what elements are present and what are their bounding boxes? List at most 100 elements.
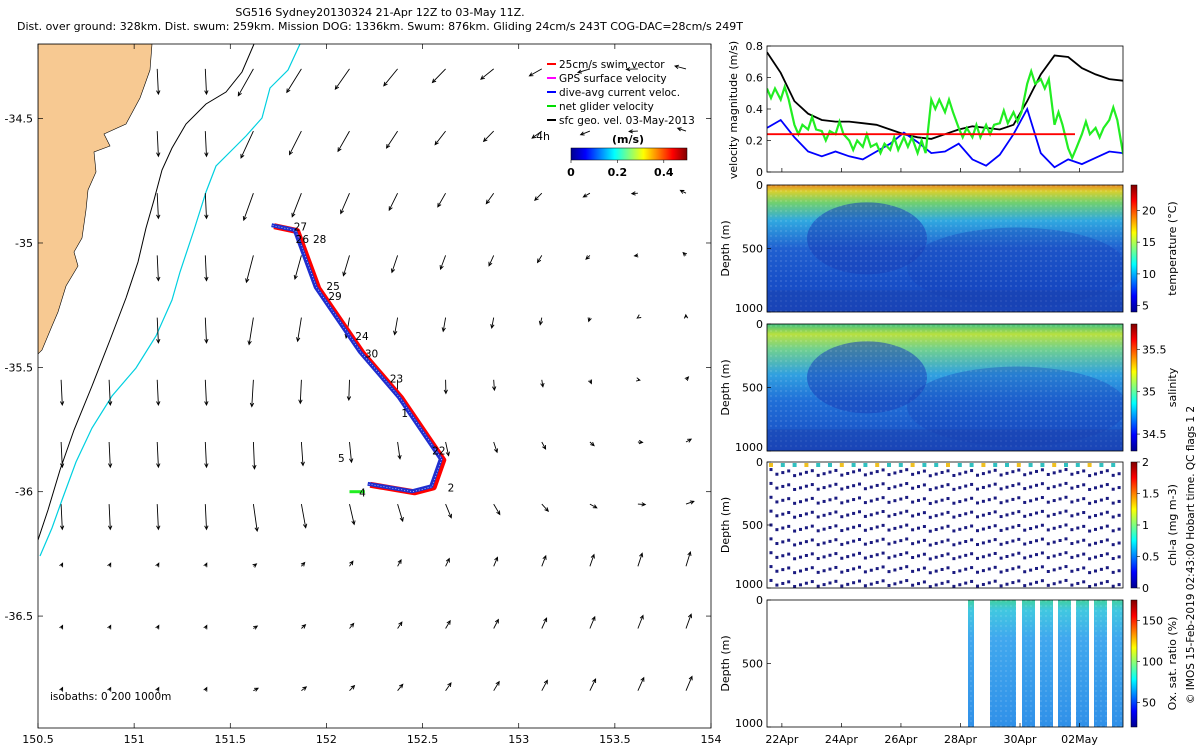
chl-surface-sample [922,463,927,467]
chl-sample [917,485,920,489]
chl-sample [793,571,797,575]
chl-sample [1017,496,1021,500]
chl-sample [1046,472,1050,476]
chl-sample [993,482,997,486]
current-vector [203,562,208,568]
chl-sample [834,468,838,472]
chl-sample [1058,469,1062,473]
chl-sample [946,524,950,528]
current-vector [252,563,258,568]
chl-sample [810,524,814,528]
chl-sample [775,528,779,532]
chl-sample [1029,540,1033,544]
chl-sample [799,500,802,504]
chl-sample [1070,472,1074,476]
chl-sample [993,565,997,569]
chl-sample [1082,524,1086,528]
chl-sample [769,481,773,485]
chl-sample [1011,470,1015,474]
current-vector [300,441,305,467]
chl-sample [934,569,938,573]
chl-sample [840,487,844,491]
colorbar-tick-label: 2 [1142,456,1149,469]
chl-sample [934,500,938,504]
depth-ytick-label: 500 [742,658,763,671]
current-vector [286,68,302,94]
chl-sample [1117,527,1121,531]
chl-sample [1064,481,1068,485]
chl-sample [905,565,909,569]
chl-sample [1046,514,1050,518]
chl-sample [1058,566,1062,570]
chl-surface-sample [769,463,773,467]
colorbar-tick-label: 0.4 [654,166,674,179]
chl-sample [840,556,844,560]
chl-sample [1094,541,1097,545]
chl-surface-sample [993,463,998,467]
velocity-ytick-label: 0.6 [746,72,764,85]
map-xtick-label: 152 [316,733,337,746]
chl-sample [946,552,950,556]
chl-sample [952,584,956,588]
colorbar-tick-label: 5 [1142,300,1149,313]
chl-sample [964,470,968,474]
chl-sample [793,584,797,588]
chl-surface-sample [792,463,797,467]
chl-sample [1088,474,1092,478]
chl-sample [970,579,974,583]
depth-ytick-label: 500 [742,519,763,532]
chl-sample [893,485,897,489]
chl-sample [863,556,867,560]
current-vector [156,504,161,531]
chl-sample [999,528,1003,532]
chl-sample [1111,515,1115,519]
chl-sample [1017,482,1021,486]
chl-sample [840,473,844,477]
chl-sample [816,501,820,505]
chl-sample [1040,496,1044,500]
legend-label: sfc geo. vel. 03-May-2013 [559,115,695,127]
chl-sample [810,496,814,500]
current-vector [107,686,112,692]
chl-sample [1023,570,1027,574]
current-vector [252,504,259,533]
chl-sample [1040,509,1044,513]
current-vector [237,68,254,97]
chl-sample [775,472,779,476]
current-vector [579,130,591,136]
chl-sample [863,528,867,532]
chl-sample [1058,483,1062,487]
chl-sample [1076,581,1080,585]
current-vector [300,504,308,529]
chl-sample [946,538,950,542]
chl-sample [981,513,985,517]
current-vector [204,193,209,220]
chl-sample [1035,539,1038,543]
chl-sample [799,583,802,587]
chl-sample [1070,500,1074,504]
velocity-series-line [767,67,1123,161]
chl-sample [852,511,856,515]
chl-sample [875,497,879,501]
chl-sample [981,485,985,489]
colorbar-tick-label: 1 [1142,519,1149,532]
figure-header: SG516 Sydney20130324 21-Apr 12Z to 03-Ma… [0,6,760,34]
isobaths-label: isobaths: 0 200 1000m [50,691,171,703]
chl-sample [1094,472,1097,476]
chl-sample [934,555,938,559]
chl-sample [911,514,915,518]
current-vector [385,130,398,149]
chl-sample [922,552,926,556]
colorbar-tick-label: 35 [1142,386,1156,399]
current-vector [337,130,350,153]
current-vector [108,504,113,531]
chl-sample [893,554,897,558]
current-vector [589,553,595,567]
chl-sample [893,568,897,572]
chl-surface-sample [957,463,962,467]
chl-sample [981,499,985,503]
chl-sample [1029,527,1033,531]
current-vector [490,317,495,330]
chl-surface-sample [1040,463,1045,467]
